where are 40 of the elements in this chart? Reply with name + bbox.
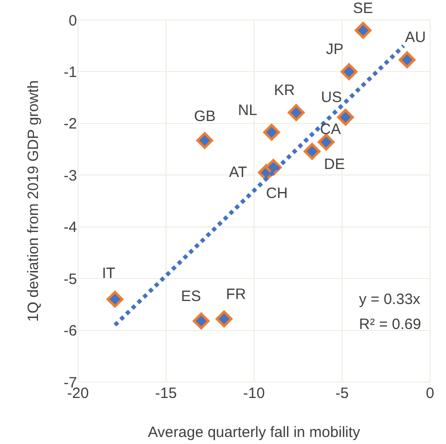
- y-tick-label: -5: [64, 270, 77, 288]
- annotation: AU: [405, 29, 426, 46]
- annotation: SE: [353, 0, 374, 17]
- y-tick-label: 0: [68, 12, 77, 30]
- annotation: ES: [181, 288, 202, 305]
- point: [288, 104, 305, 121]
- y-tick-label: -6: [64, 322, 77, 340]
- annotation: CH: [266, 185, 288, 202]
- annotation: GB: [194, 108, 216, 125]
- point: [263, 124, 280, 141]
- x-axis-title: Average quarterly fall in mobility: [148, 424, 361, 441]
- annotation: NL: [238, 102, 258, 119]
- point: [192, 312, 210, 330]
- y-tick-label: -3: [64, 167, 77, 184]
- annotation: KR: [274, 82, 296, 99]
- x-tick-label: 0: [426, 385, 434, 402]
- point: [196, 132, 214, 149]
- point: [216, 310, 232, 328]
- annotation: DE: [324, 156, 345, 173]
- annotation: US: [321, 89, 342, 106]
- point: [354, 22, 372, 39]
- annotation: IT: [102, 265, 116, 282]
- point: [398, 51, 416, 68]
- annotation: y = 0.33x: [359, 291, 421, 308]
- point: [106, 290, 124, 308]
- point: [340, 63, 358, 80]
- annotation: AT: [229, 164, 248, 181]
- y-tick-label: -2: [64, 116, 77, 133]
- point: [304, 142, 320, 160]
- annotation: FR: [226, 286, 246, 303]
- y-axis-title: 1Q deviation from 2019 GDP growth: [25, 80, 42, 322]
- point: [318, 134, 335, 150]
- y-tick-label: -1: [64, 64, 77, 81]
- x-tick-label: -5: [335, 385, 349, 402]
- annotation: JP: [326, 41, 344, 58]
- x-tick-label: -15: [155, 385, 177, 402]
- annotation: CA: [320, 121, 341, 138]
- y-tick-label: -4: [64, 219, 77, 236]
- x-tick-label: -10: [243, 385, 265, 402]
- annotation: R² = 0.69: [359, 316, 422, 333]
